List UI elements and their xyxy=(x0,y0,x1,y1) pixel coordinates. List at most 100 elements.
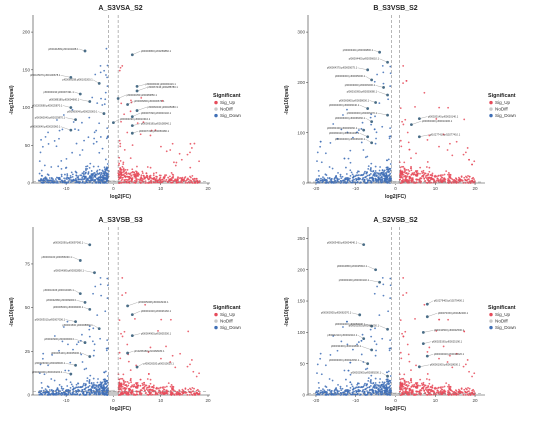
data-point xyxy=(105,47,108,50)
data-point xyxy=(97,386,100,389)
data-point xyxy=(447,318,449,321)
data-point xyxy=(349,386,352,389)
data-point xyxy=(439,386,442,389)
data-point xyxy=(126,380,129,383)
data-point xyxy=(66,320,69,323)
data-point xyxy=(100,294,103,297)
gene-label: pf00006180;pf00108540.1 xyxy=(141,121,172,125)
data-points xyxy=(37,276,201,396)
data-point xyxy=(319,357,322,360)
data-point xyxy=(120,332,122,335)
volcano-panel-4: A_S2VSB_S2 -20 -10 0 10 20 0 50 100 150 200 250 log2… xyxy=(275,212,550,424)
label-leader-line xyxy=(419,364,430,367)
data-point xyxy=(184,388,187,390)
data-point xyxy=(165,345,167,348)
data-point xyxy=(106,172,109,175)
label-leader-line xyxy=(62,105,71,108)
data-point xyxy=(123,381,125,383)
data-point xyxy=(378,102,381,105)
data-point xyxy=(106,384,109,387)
data-point xyxy=(331,379,334,382)
label-leader-line xyxy=(365,76,372,80)
y-tick-label: 150 xyxy=(22,67,30,72)
data-point xyxy=(119,388,122,391)
data-point xyxy=(408,360,411,363)
data-point xyxy=(443,177,446,180)
data-point xyxy=(346,320,348,323)
data-point xyxy=(466,147,469,149)
data-point xyxy=(99,385,102,388)
data-point xyxy=(106,64,109,67)
data-point xyxy=(86,167,89,170)
data-point xyxy=(106,339,109,342)
data-point xyxy=(127,393,130,396)
data-point xyxy=(77,175,80,178)
data-point xyxy=(330,178,333,181)
data-point xyxy=(428,170,431,173)
data-point xyxy=(98,393,100,396)
data-point xyxy=(408,170,411,173)
data-point xyxy=(439,178,442,181)
data-point xyxy=(80,353,83,356)
labeled-point xyxy=(74,320,77,324)
data-point xyxy=(471,163,473,166)
data-point xyxy=(403,161,406,164)
data-point xyxy=(473,372,476,375)
gene-label: pf00067436;pf00288780.1 xyxy=(148,85,179,89)
data-point xyxy=(122,163,125,166)
data-point xyxy=(363,384,366,387)
data-point xyxy=(64,173,66,176)
label-leader-line xyxy=(72,256,81,261)
data-point xyxy=(366,367,369,370)
gene-label: pf00006000;pf00006270.1 xyxy=(347,111,378,115)
data-point xyxy=(51,354,54,356)
data-point xyxy=(374,172,377,175)
label-leader-line xyxy=(373,50,380,53)
y-axis-label: -log10(qval) xyxy=(284,297,290,326)
data-point xyxy=(387,158,390,161)
data-point xyxy=(339,392,342,394)
data-point xyxy=(125,171,127,174)
data-point xyxy=(105,349,108,352)
data-point xyxy=(106,394,109,396)
data-point xyxy=(374,382,377,384)
data-point xyxy=(43,373,46,376)
data-point xyxy=(374,389,377,392)
data-point xyxy=(322,388,324,391)
data-point xyxy=(349,149,352,152)
data-point xyxy=(191,394,194,396)
labeled-point xyxy=(135,365,139,369)
legend-marker xyxy=(214,319,218,323)
data-point xyxy=(468,390,470,393)
data-point xyxy=(413,383,416,386)
data-point xyxy=(451,154,454,157)
gene-label: pf00003000;pf00005000.1 xyxy=(335,74,366,78)
data-point xyxy=(376,175,378,177)
data-point xyxy=(319,140,322,143)
data-point xyxy=(374,354,377,357)
data-point xyxy=(87,173,90,175)
data-point xyxy=(419,378,422,381)
data-point xyxy=(129,110,132,113)
label-leader-line xyxy=(357,128,364,131)
volcano-chart-1: A_S3VSA_S2-10 0 10 20050100150200log2(FC)-l… xyxy=(9,5,241,200)
data-point xyxy=(420,389,423,392)
gene-label: pf00004400;pf00036610.1 xyxy=(349,57,380,61)
label-leader-line xyxy=(377,91,388,96)
data-point xyxy=(439,391,442,394)
data-point xyxy=(97,384,100,387)
data-point xyxy=(388,174,390,177)
data-point xyxy=(117,373,120,376)
data-point xyxy=(381,381,384,384)
data-point xyxy=(428,388,431,391)
data-point xyxy=(61,128,64,131)
data-point xyxy=(412,173,415,176)
data-point xyxy=(49,393,51,396)
data-point xyxy=(413,394,415,396)
data-point xyxy=(364,176,367,179)
data-point xyxy=(407,141,410,144)
label-leader-line xyxy=(427,300,434,305)
data-point xyxy=(378,177,380,180)
data-point xyxy=(164,174,166,177)
gene-label: pf00060040;pf00025000.1 xyxy=(67,109,98,113)
